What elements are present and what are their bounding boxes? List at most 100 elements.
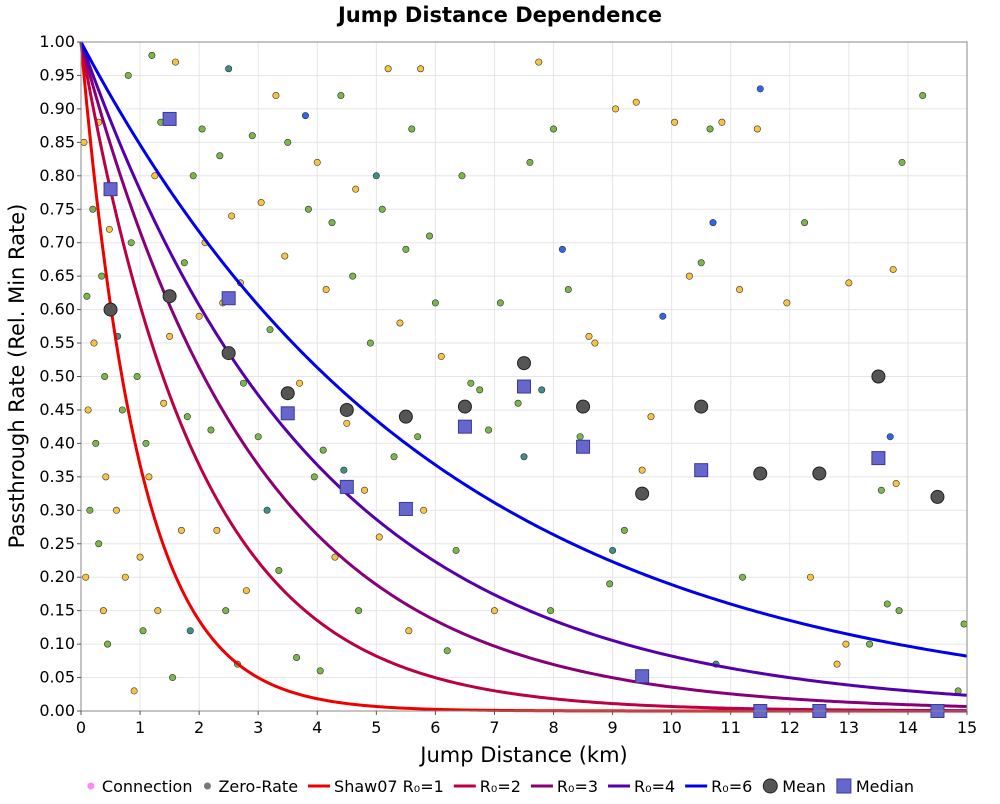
scatter-point: [148, 51, 156, 59]
scatter-point: [396, 319, 404, 327]
scatter-point: [620, 526, 628, 534]
scatter-point: [659, 312, 667, 320]
scatter-point: [92, 439, 100, 447]
scatter-point: [319, 446, 327, 454]
scatter-point: [753, 125, 761, 133]
y-tick-label: 0.65: [39, 266, 75, 285]
scatter-point: [806, 573, 814, 581]
scatter-point: [706, 125, 714, 133]
scatter-point: [228, 212, 236, 220]
scatter-point: [337, 92, 345, 100]
scatter-point: [124, 71, 132, 79]
median-marker: [339, 479, 354, 494]
legend-item: R₀=4: [608, 777, 675, 796]
scatter-point: [898, 158, 906, 166]
scatter-point: [960, 620, 968, 628]
scatter-point: [340, 466, 348, 474]
median-marker: [635, 669, 650, 684]
scatter-point: [177, 526, 185, 534]
scatter-point: [105, 225, 113, 233]
scatter-point: [112, 506, 120, 514]
scatter-point: [520, 453, 528, 461]
scatter-point: [266, 326, 274, 334]
scatter-point: [254, 433, 262, 441]
scatter-point: [612, 105, 620, 113]
scatter-point: [361, 486, 369, 494]
legend-label: R₀=2: [480, 777, 521, 796]
scatter-point: [866, 640, 874, 648]
scatter-point: [239, 379, 247, 387]
legend-label: Mean: [782, 777, 826, 796]
scatter-point: [151, 172, 159, 180]
scatter-point: [272, 92, 280, 100]
scatter-point: [316, 667, 324, 675]
scatter-point: [609, 546, 617, 554]
x-tick-label: 2: [194, 718, 204, 737]
y-tick-label: 0.45: [39, 400, 75, 419]
scatter-point: [886, 433, 894, 441]
scatter-point: [169, 674, 177, 682]
curve-line: [79, 41, 968, 658]
scatter-point: [883, 600, 891, 608]
legend-label: R₀=4: [634, 777, 675, 796]
x-tick-label: 13: [839, 718, 859, 737]
scatter-point: [281, 252, 289, 260]
scatter-point: [437, 352, 445, 360]
x-tick-label: 1: [135, 718, 145, 737]
scatter-point: [198, 125, 206, 133]
scatter-point: [842, 640, 850, 648]
scatter-point: [89, 205, 97, 213]
legend-marker: [203, 782, 211, 790]
y-tick-label: 0.40: [39, 433, 75, 452]
scatter-point: [331, 553, 339, 561]
mean-marker: [517, 356, 531, 371]
scatter-point: [349, 272, 357, 280]
scatter-point: [225, 65, 233, 73]
y-tick-label: 0.35: [39, 467, 75, 486]
scatter-point: [606, 580, 614, 588]
scatter-point: [547, 607, 555, 615]
scatter-point: [801, 219, 809, 227]
curve-line: [79, 41, 968, 708]
scatter-point: [310, 473, 318, 481]
scatter-point: [895, 607, 903, 615]
y-tick-label: 0.85: [39, 132, 75, 151]
legend-item: R₀=2: [453, 777, 521, 796]
x-axis-label: Jump Distance (km): [418, 743, 627, 767]
scatter-point: [697, 259, 705, 267]
median-marker: [457, 419, 472, 434]
scatter-point: [538, 386, 546, 394]
legend-label: Zero-Rate: [218, 777, 298, 796]
legend-label: R₀=3: [557, 777, 598, 796]
mean-marker: [339, 402, 354, 417]
scatter-point: [390, 453, 398, 461]
median-marker: [576, 439, 591, 454]
scatter-point: [355, 607, 363, 615]
scatter-point: [877, 486, 885, 494]
scatter-point: [99, 607, 107, 615]
scatter-point: [95, 540, 103, 548]
median-marker: [517, 379, 531, 394]
scatter-point: [783, 299, 791, 307]
scatter-point: [352, 185, 360, 193]
scatter-point: [84, 406, 92, 414]
x-tick-label: 11: [721, 718, 741, 737]
scatter-point: [172, 58, 180, 66]
x-tick-label: 15: [957, 718, 977, 737]
scatter-point: [130, 687, 138, 695]
x-tick-label: 3: [253, 718, 263, 737]
median-marker: [162, 111, 177, 126]
scatter-point: [127, 239, 135, 247]
scatter-point: [372, 172, 380, 180]
scatter-point: [90, 339, 98, 347]
scatter-point: [443, 647, 451, 655]
x-tick-label: 4: [312, 718, 322, 737]
scatter-point: [133, 372, 141, 380]
legend-label: Median: [856, 777, 914, 796]
scatter-point: [154, 607, 162, 615]
scatter-point: [420, 506, 428, 514]
legend-item: Shaw07 R₀=1: [308, 777, 444, 796]
legend-marker: [762, 778, 778, 794]
